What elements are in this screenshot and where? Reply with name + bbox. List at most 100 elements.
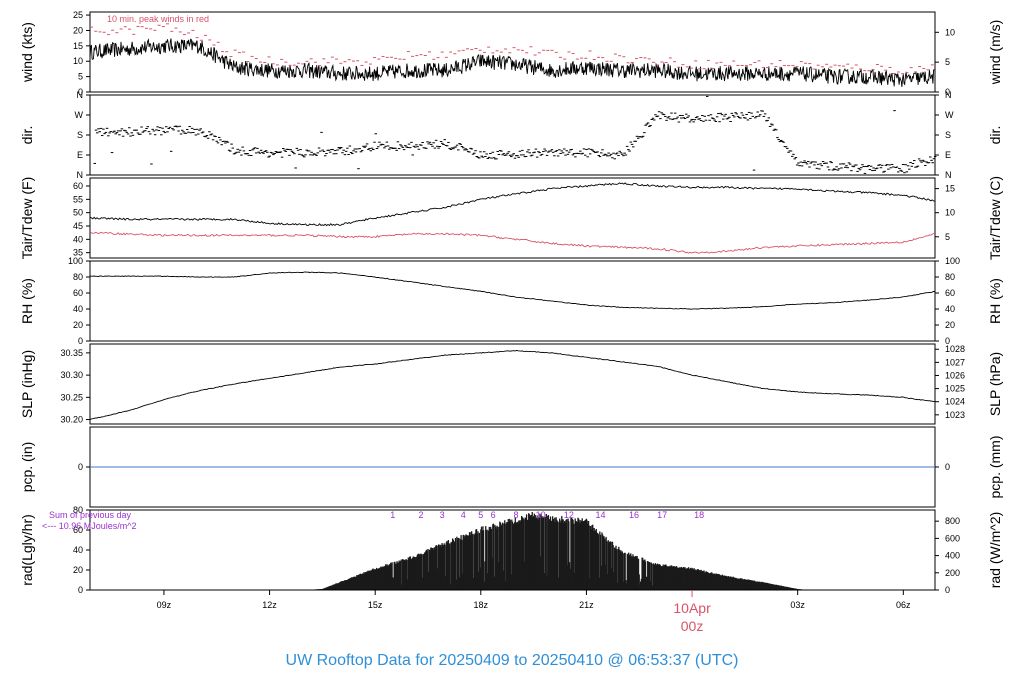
rad-sum-value: <--- 10.96 MJoules/m^2 xyxy=(42,521,137,531)
panel-wind: 0 5 10 15 20 25 0 5 10 wind (kts) wind (m/s) xyxy=(19,10,1003,97)
rad-rtick-label: 200 xyxy=(945,568,960,578)
rh-rtick-label: 20 xyxy=(945,320,955,330)
temp-ylabel: Tair/Tdew (F) xyxy=(19,177,35,259)
wind-ylabel-right: wind (m/s) xyxy=(987,20,1003,86)
pcp-ytick-label: 0 xyxy=(78,462,83,472)
slp-ytick-label: 30.25 xyxy=(60,392,83,402)
slp-rtick-label: 1023 xyxy=(945,410,965,420)
wind-ytick-label: 5 xyxy=(78,72,83,82)
rad-rtick-label: 600 xyxy=(945,533,960,543)
wind-ytick-label: 15 xyxy=(73,41,83,51)
rad-ytick-label: 80 xyxy=(73,505,83,515)
x-tick-label: 15z xyxy=(368,600,383,610)
rh-ylabel: RH (%) xyxy=(19,278,35,324)
pcp-rtick-label: 0 xyxy=(945,462,950,472)
temp-ytick-label: 40 xyxy=(73,234,83,244)
day-marker-date: 10Apr xyxy=(673,600,711,616)
wind-ytick-label: 0 xyxy=(78,87,83,97)
rh-rtick-label: 60 xyxy=(945,288,955,298)
rh-ylabel-right: RH (%) xyxy=(987,278,1003,324)
rad-rtick-label: 800 xyxy=(945,516,960,526)
temp-ytick-label: 60 xyxy=(73,181,83,191)
dir-ytick-label: E xyxy=(77,150,83,160)
slp-series-line xyxy=(89,349,936,421)
temp-ytick-label: 45 xyxy=(73,221,83,231)
x-axis: 09z 12z 15z 18z 21z 03z 06z 10Apr 00z xyxy=(90,589,935,634)
wind-rtick-label: 5 xyxy=(945,57,950,67)
slp-frame xyxy=(89,343,936,425)
slp-ytick-label: 30.35 xyxy=(60,348,83,358)
rad-hour-label: 1 xyxy=(390,510,395,520)
dir-rtick-label: E xyxy=(945,150,951,160)
rh-ytick-label: 40 xyxy=(73,304,83,314)
rad-ytick-label: 20 xyxy=(73,565,83,575)
dir-ylabel: dir. xyxy=(19,126,35,145)
rad-ytick-label: 0 xyxy=(78,585,83,595)
chart-title: UW Rooftop Data for 20250409 to 20250410… xyxy=(286,652,739,669)
temp-series-tair xyxy=(89,182,936,227)
temp-rtick-label: 5 xyxy=(945,232,950,242)
dir-ytick-label: N xyxy=(77,170,84,180)
x-tick-label: 18z xyxy=(474,600,489,610)
rh-rtick-label: 80 xyxy=(945,272,955,282)
slp-ylabel-right: SLP (hPa) xyxy=(987,352,1003,416)
wind-series-line xyxy=(89,38,936,87)
slp-rtick-label: 1024 xyxy=(945,397,965,407)
x-tick-label: 03z xyxy=(790,600,805,610)
temp-rtick-label: 10 xyxy=(945,208,955,218)
rad-hour-label: 3 xyxy=(440,510,445,520)
slp-rtick-label: 1026 xyxy=(945,370,965,380)
wind-rtick-label: 0 xyxy=(945,87,950,97)
slp-ylabel: SLP (inHg) xyxy=(19,350,35,418)
slp-rtick-label: 1028 xyxy=(945,344,965,354)
rad-ytick-label: 40 xyxy=(73,545,83,555)
pcp-ylabel: pcp. (in) xyxy=(19,442,35,493)
temp-ytick-label: 35 xyxy=(73,248,83,258)
temp-ytick-label: 50 xyxy=(73,208,83,218)
dir-ytick-label: S xyxy=(77,130,83,140)
rad-hour-label: 17 xyxy=(657,510,667,520)
wind-ytick-label: 10 xyxy=(73,56,83,66)
wind-rtick-label: 10 xyxy=(945,27,955,37)
x-tick-label: 12z xyxy=(262,600,277,610)
rad-rtick-label: 400 xyxy=(945,551,960,561)
rh-ytick-label: 80 xyxy=(73,272,83,282)
x-tick-label: 21z xyxy=(579,600,594,610)
rad-hour-label: 10 xyxy=(536,510,546,520)
wind-ylabel: wind (kts) xyxy=(19,22,35,83)
rad-hour-label: 14 xyxy=(596,510,606,520)
rh-ytick-label: 100 xyxy=(68,256,83,266)
dir-rtick-label: N xyxy=(945,170,952,180)
rad-hour-label: 8 xyxy=(514,510,519,520)
panel-slp: 30.20 30.25 30.30 30.35 1023 1024 1025 1026 1027… xyxy=(19,343,1003,425)
rh-ytick-label: 0 xyxy=(78,336,83,346)
panel-rh: 0 20 40 60 80 100 0 20 40 60 80 100 RH (%) RH (%) xyxy=(19,256,1003,346)
rh-rtick-label: 0 xyxy=(945,336,950,346)
rad-hour-label: 4 xyxy=(461,510,466,520)
wind-ytick-label: 20 xyxy=(73,25,83,35)
dir-frame xyxy=(89,94,936,176)
dir-rtick-label: S xyxy=(945,130,951,140)
temp-ylabel-right: Tair/Tdew (C) xyxy=(987,176,1003,260)
pcp-ylabel-right: pcp. (mm) xyxy=(987,436,1003,499)
temp-ytick-label: 55 xyxy=(73,194,83,204)
rad-hour-label: 18 xyxy=(694,510,704,520)
temp-rtick-label: 15 xyxy=(945,184,955,194)
slp-ytick-label: 30.20 xyxy=(60,415,83,425)
slp-rtick-label: 1025 xyxy=(945,384,965,394)
dir-rtick-label: W xyxy=(945,110,954,120)
rad-rtick-label: 0 xyxy=(945,585,950,595)
rad-hour-label: 6 xyxy=(491,510,496,520)
rh-rtick-label: 40 xyxy=(945,304,955,314)
temp-frame xyxy=(89,177,936,259)
day-marker-time: 00z xyxy=(681,618,704,634)
rad-hour-label: 5 xyxy=(478,510,483,520)
panel-temp: 35 40 45 50 55 60 5 10 15 Tair/Tdew (F) Tair/Tdew … xyxy=(19,176,1003,260)
temp-series-tdew xyxy=(89,231,935,254)
rh-series-line xyxy=(89,271,936,310)
rh-ytick-label: 20 xyxy=(73,320,83,330)
